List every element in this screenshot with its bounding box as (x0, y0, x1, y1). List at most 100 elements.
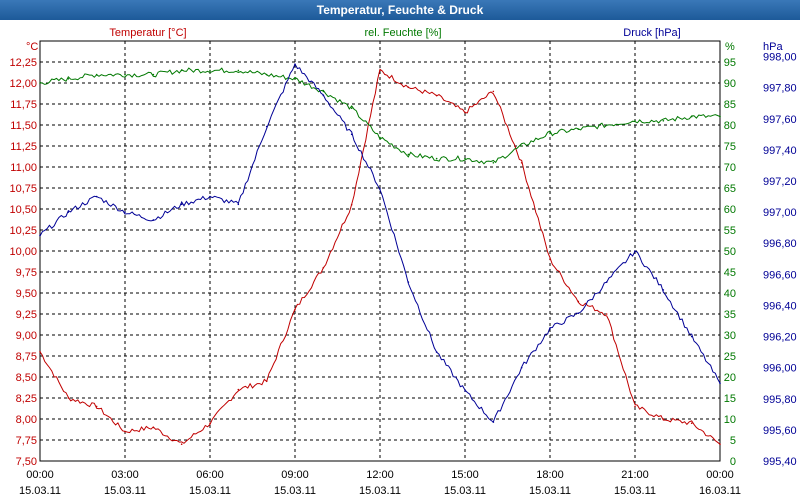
y-tick-pressure: 997,80 (763, 83, 797, 95)
data-point-humidity (124, 73, 126, 76)
y-tick-humidity: 85 (724, 99, 736, 111)
data-point-temperature (492, 90, 495, 93)
data-point-pressure (464, 390, 466, 392)
data-point-pressure (379, 187, 381, 190)
data-point-pressure (662, 289, 665, 291)
data-point-humidity (605, 124, 608, 126)
data-point-pressure (407, 281, 410, 283)
y-tick-pressure: 997,00 (763, 207, 797, 219)
y-tick-temperature: 11,75 (10, 99, 37, 111)
y-tick-temperature: 8,25 (16, 393, 37, 405)
y-tick-humidity: 20 (724, 372, 736, 384)
data-point-pressure (209, 195, 211, 198)
y-tick-humidity: 15 (724, 393, 736, 405)
y-tick-temperature: 8,75 (16, 351, 37, 363)
data-point-humidity (152, 73, 155, 76)
x-tick-time: 00:00 (26, 469, 54, 481)
y-tick-pressure: 995,80 (763, 394, 797, 406)
axis-unit-humidity: % (725, 41, 735, 53)
axis-unit-pressure: hPa (763, 41, 783, 53)
data-point-pressure (605, 281, 608, 283)
y-tick-pressure: 996,20 (763, 332, 797, 344)
x-tick-time: 15:00 (451, 469, 479, 481)
chart-area: 7,50 7,75 8,00 8,25 8,50 8,75 9,00 9,25 9,50 9,75… (9, 27, 797, 497)
y-tick-humidity: 60 (724, 204, 736, 216)
y-tick-temperature: 9,00 (16, 330, 37, 342)
x-tick-date: 16.03.11 (699, 485, 741, 497)
data-point-humidity (209, 69, 211, 72)
y-tick-temperature: 10,25 (9, 225, 37, 237)
data-point-pressure (435, 351, 438, 353)
data-point-pressure (180, 203, 183, 206)
data-point-pressure (67, 211, 70, 213)
data-point-humidity (690, 115, 693, 118)
data-point-temperature (350, 204, 353, 206)
y-tick-temperature: 10,50 (9, 204, 37, 216)
data-point-pressure (95, 195, 98, 198)
data-point-temperature (520, 162, 523, 164)
data-point-pressure (322, 94, 325, 97)
x-tick-date: 15.03.11 (19, 485, 61, 497)
data-point-pressure (520, 366, 523, 369)
data-point-pressure (294, 63, 296, 66)
data-point-humidity (492, 162, 495, 164)
y-tick-pressure: 997,20 (763, 176, 797, 188)
axis-label-temperature: Temperatur [°C] (109, 27, 186, 39)
x-tick-date: 15.03.11 (444, 485, 486, 497)
data-point-temperature (605, 313, 608, 315)
y-tick-pressure: 995,40 (763, 456, 797, 468)
y-tick-humidity: 70 (724, 162, 736, 174)
data-point-temperature (265, 380, 268, 383)
y-tick-humidity: 75 (724, 141, 736, 153)
series-line-pressure (39, 62, 721, 423)
y-tick-temperature: 11,50 (10, 120, 37, 132)
y-tick-pressure: 996,40 (763, 300, 797, 312)
y-tick-pressure: 998,00 (763, 52, 797, 64)
y-tick-pressure: 996,80 (763, 238, 797, 250)
y-tick-pressure: 997,40 (763, 145, 797, 157)
x-tick-time: 21:00 (621, 469, 649, 481)
data-point-humidity (662, 120, 665, 122)
data-point-humidity (407, 153, 410, 156)
data-point-temperature (662, 418, 665, 420)
y-tick-humidity: 10 (724, 414, 736, 426)
data-point-temperature (407, 86, 410, 88)
y-tick-humidity: 50 (724, 246, 736, 258)
y-tick-humidity: 65 (724, 183, 736, 195)
data-point-temperature (124, 430, 126, 433)
y-tick-temperature: 11,25 (10, 141, 37, 153)
data-point-temperature (634, 405, 636, 408)
data-point-pressure (350, 133, 353, 136)
data-point-temperature (464, 111, 466, 114)
y-tick-humidity: 45 (724, 267, 736, 279)
data-point-temperature (379, 69, 381, 72)
data-point-temperature (719, 443, 721, 446)
x-tick-date: 15.03.11 (359, 485, 401, 497)
x-tick-date: 15.03.11 (529, 485, 571, 497)
axis-label-pressure: Druck [hPa] (623, 27, 680, 39)
y-tick-temperature: 11,00 (10, 162, 37, 174)
window-title: Temperatur, Feuchte & Druck (316, 3, 484, 17)
data-point-humidity (719, 115, 721, 118)
axis-label-humidity: rel. Feuchte [%] (364, 27, 441, 39)
data-point-humidity (634, 120, 636, 122)
x-tick-date: 15.03.11 (189, 485, 231, 497)
data-point-humidity (180, 69, 183, 72)
x-tick-time: 18:00 (536, 469, 564, 481)
data-point-temperature (294, 309, 296, 311)
data-point-humidity (464, 157, 466, 160)
data-point-humidity (350, 107, 353, 109)
y-tick-temperature: 12,25 (9, 57, 37, 69)
y-tick-humidity: 55 (724, 225, 736, 237)
x-tick-time: 00:00 (706, 469, 734, 481)
y-tick-humidity: 40 (724, 288, 736, 300)
data-point-humidity (322, 90, 325, 93)
x-tick-time: 12:00 (366, 469, 394, 481)
data-point-temperature (180, 443, 183, 446)
y-tick-humidity: 30 (724, 330, 736, 342)
data-point-temperature (322, 267, 325, 269)
x-tick-time: 03:00 (111, 469, 139, 481)
y-tick-humidity: 5 (730, 435, 736, 447)
x-tick-time: 06:00 (196, 469, 224, 481)
x-tick-date: 15.03.11 (614, 485, 656, 497)
